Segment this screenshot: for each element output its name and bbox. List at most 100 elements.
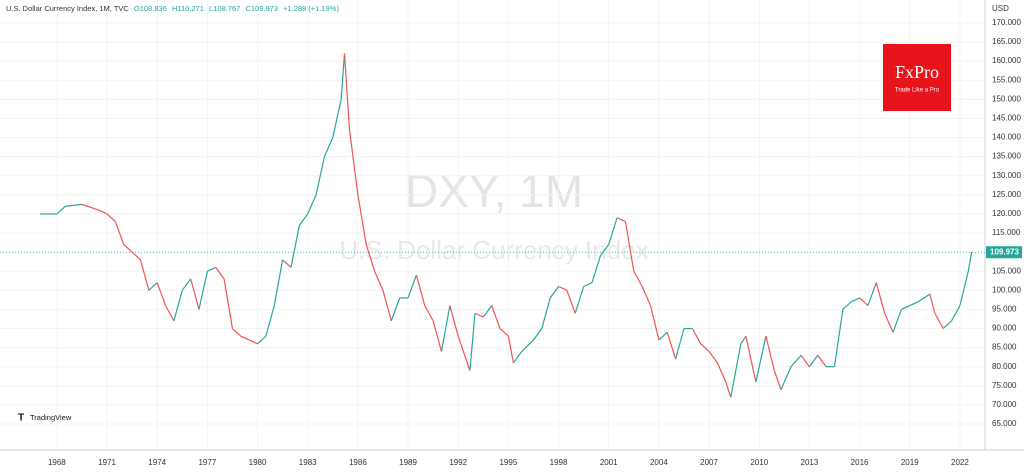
- price-segment: [901, 305, 910, 310]
- price-segment: [181, 278, 192, 291]
- price-segment: [730, 343, 742, 398]
- price-segment: [315, 156, 326, 195]
- y-tick-label: 125.000: [992, 190, 1021, 199]
- price-segment: [106, 213, 116, 223]
- price-segment: [666, 332, 677, 360]
- svg-text:T: T: [18, 413, 24, 424]
- price-segment: [173, 290, 183, 322]
- price-segment: [549, 286, 560, 299]
- price-segment: [323, 137, 334, 157]
- price-segment: [599, 244, 610, 257]
- price-segment: [307, 194, 317, 215]
- price-segment: [765, 336, 775, 371]
- price-segment: [165, 305, 175, 322]
- price-segment: [892, 309, 902, 333]
- price-segment: [773, 370, 782, 390]
- price-segment: [482, 305, 493, 318]
- symbol-title: U.S. Dollar Currency Index, 1M, TVC: [6, 4, 129, 13]
- price-segment: [850, 297, 860, 303]
- price-segment: [424, 305, 434, 322]
- y-tick-label: 85.000: [992, 343, 1017, 352]
- price-segment: [934, 312, 944, 329]
- x-tick-label: 1983: [299, 458, 317, 467]
- price-segment: [248, 339, 258, 345]
- y-tick-label: 70.000: [992, 400, 1017, 409]
- price-segment: [114, 221, 125, 245]
- ohlc-close: C109.973: [245, 4, 278, 13]
- price-segment: [457, 335, 471, 371]
- price-segment: [624, 221, 635, 272]
- y-tick-label: 90.000: [992, 324, 1017, 333]
- price-segment: [867, 282, 877, 306]
- price-segment: [407, 274, 417, 299]
- y-tick-label: 80.000: [992, 362, 1017, 371]
- price-segment: [232, 328, 242, 337]
- logo-box: [883, 44, 951, 111]
- price-segment: [780, 366, 792, 390]
- price-segment: [415, 274, 426, 306]
- price-segment: [215, 267, 225, 280]
- price-segment: [745, 336, 757, 383]
- x-tick-label: 2019: [901, 458, 919, 467]
- price-segment: [65, 203, 83, 207]
- change: +1.288 (+1.19%): [283, 4, 339, 13]
- watermark-name: U.S. Dollar Currency Index: [339, 235, 648, 265]
- y-tick-label: 105.000: [992, 266, 1021, 275]
- ohlc-high: H110.271: [171, 4, 204, 13]
- y-tick-label: 115.000: [992, 228, 1021, 237]
- price-segment: [808, 354, 819, 368]
- x-tick-label: 2016: [851, 458, 869, 467]
- x-tick-label: 1971: [98, 458, 116, 467]
- price-segment: [541, 297, 551, 329]
- price-segment: [240, 335, 250, 341]
- y-tick-label: 170.000: [992, 18, 1021, 27]
- price-segment: [148, 282, 158, 291]
- plot-area: [0, 0, 985, 450]
- price-segment: [658, 331, 668, 341]
- price-segment: [374, 270, 384, 291]
- watermark-symbol: DXY, 1M: [405, 165, 583, 217]
- y-tick-label: 100.000: [992, 285, 1021, 294]
- price-segment: [474, 312, 484, 318]
- price-segment: [190, 278, 200, 310]
- header: U.S. Dollar Currency Index, 1M, TVC O108…: [6, 4, 342, 13]
- x-tick-label: 1992: [449, 458, 467, 467]
- price-segment: [123, 244, 133, 253]
- price-segment: [917, 293, 931, 303]
- price-segment: [390, 297, 401, 322]
- x-tick-label: 1968: [48, 458, 66, 467]
- ohlc-open: O108.836: [133, 4, 167, 13]
- y-tick-label: 95.000: [992, 305, 1017, 314]
- price-segment: [365, 244, 376, 272]
- price-segment: [967, 252, 973, 272]
- price-segment: [691, 328, 702, 345]
- x-tick-label: 2001: [600, 458, 618, 467]
- y-tick-label: 160.000: [992, 56, 1021, 65]
- y-tick-label: 155.000: [992, 75, 1021, 84]
- price-segment: [951, 305, 961, 322]
- price-segment: [131, 251, 141, 261]
- price-segment: [357, 194, 367, 245]
- price-segment: [348, 129, 359, 195]
- price-segment: [842, 301, 852, 310]
- price-segment: [207, 266, 216, 272]
- price-segment: [790, 354, 802, 368]
- x-tick-label: 1989: [399, 458, 417, 467]
- price-segment: [716, 362, 727, 383]
- x-tick-label: 2022: [951, 458, 969, 467]
- price-segment: [298, 213, 309, 226]
- price-segment: [725, 381, 732, 398]
- x-tick-label: 1986: [349, 458, 367, 467]
- price-segment: [959, 271, 969, 306]
- price-segment: [583, 282, 593, 288]
- x-tick-label: 2013: [801, 458, 819, 467]
- price-segment: [499, 328, 509, 337]
- y-tick-label: 130.000: [992, 171, 1021, 180]
- price-segment: [566, 290, 576, 314]
- price-segment: [257, 335, 267, 345]
- price-segment: [56, 205, 66, 215]
- x-tick-label: 1995: [499, 458, 517, 467]
- price-segment: [875, 282, 886, 314]
- price-segment: [740, 335, 747, 345]
